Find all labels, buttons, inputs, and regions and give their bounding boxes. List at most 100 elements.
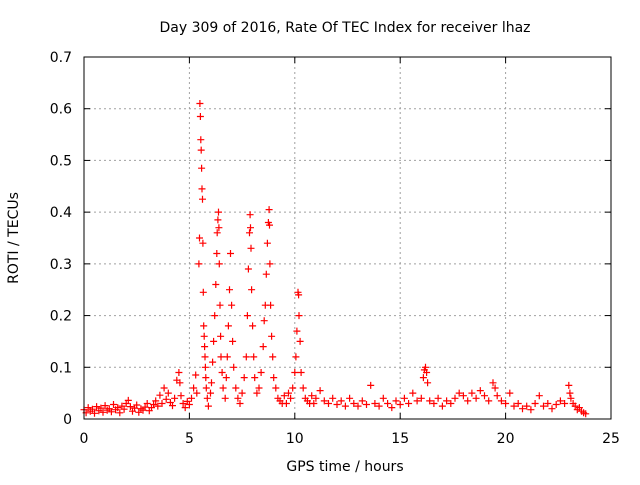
y-tick-label: 0.6	[50, 102, 72, 118]
data-point	[181, 404, 189, 412]
data-point	[248, 286, 256, 294]
data-point	[133, 401, 141, 409]
data-point	[455, 389, 463, 397]
data-point	[459, 392, 467, 400]
data-point	[396, 401, 404, 408]
data-point	[212, 281, 220, 288]
data-point	[215, 208, 222, 216]
data-point	[202, 374, 210, 382]
data-point	[282, 400, 290, 407]
data-point	[434, 394, 442, 402]
data-point	[199, 239, 207, 247]
data-point	[135, 408, 143, 416]
data-point	[236, 400, 244, 407]
data-point	[341, 402, 349, 410]
data-point	[234, 394, 242, 402]
data-point	[171, 394, 179, 402]
data-point	[188, 394, 195, 402]
data-point	[199, 288, 207, 296]
data-point	[218, 369, 226, 376]
data-point	[379, 394, 387, 402]
data-point	[481, 392, 488, 400]
data-point	[93, 403, 101, 411]
data-point	[266, 221, 273, 229]
data-point	[219, 384, 227, 392]
data-point	[535, 392, 543, 400]
data-point	[202, 384, 210, 392]
data-point	[158, 400, 166, 407]
data-point	[107, 408, 115, 416]
data-point	[253, 389, 261, 397]
data-point	[422, 363, 429, 371]
data-point	[150, 401, 158, 408]
data-point	[287, 394, 295, 402]
data-point	[238, 389, 246, 397]
data-point	[405, 400, 413, 407]
data-point	[409, 389, 417, 397]
data-point	[540, 402, 547, 410]
data-point	[204, 402, 212, 410]
x-tick-label: 10	[286, 431, 304, 447]
data-points	[80, 100, 590, 418]
data-point	[272, 384, 280, 392]
data-point	[417, 394, 425, 402]
data-point	[485, 397, 493, 405]
data-point	[312, 394, 320, 402]
data-point	[201, 343, 209, 351]
data-point	[229, 337, 237, 345]
data-point	[198, 185, 206, 193]
data-point	[232, 384, 240, 392]
data-point	[242, 353, 250, 361]
x-axis-label: GPS time / hours	[286, 459, 403, 475]
data-point	[164, 389, 172, 397]
data-point	[552, 401, 560, 408]
data-point	[295, 291, 303, 299]
data-point	[308, 392, 316, 400]
data-point	[208, 379, 215, 387]
data-point	[175, 369, 183, 376]
data-point	[222, 374, 230, 382]
data-point	[97, 404, 105, 412]
data-point	[384, 400, 392, 407]
data-point	[575, 404, 583, 412]
data-point	[259, 343, 267, 351]
data-point	[250, 353, 258, 361]
data-point	[143, 400, 151, 407]
data-point	[243, 312, 251, 320]
data-point	[203, 394, 211, 402]
data-point	[291, 369, 299, 376]
data-point	[126, 403, 134, 411]
data-point	[201, 353, 209, 361]
data-point	[221, 394, 229, 402]
y-tick-label: 0.2	[50, 309, 72, 325]
y-tick-label: 0	[63, 412, 72, 428]
data-point	[419, 374, 427, 382]
data-point	[565, 381, 573, 389]
data-point	[199, 195, 206, 203]
data-point	[295, 312, 303, 320]
data-point	[426, 397, 434, 405]
data-point	[228, 301, 236, 309]
data-point	[567, 394, 575, 402]
data-point	[192, 371, 200, 379]
data-point	[519, 405, 526, 413]
data-point	[215, 224, 223, 232]
data-point	[371, 400, 379, 407]
data-point	[251, 374, 259, 382]
data-point	[110, 401, 117, 408]
data-point	[213, 250, 221, 257]
data-point	[472, 394, 480, 402]
data-point	[255, 384, 263, 392]
data-point	[240, 374, 248, 382]
data-point	[296, 337, 304, 345]
data-point	[141, 403, 149, 411]
data-point	[346, 394, 354, 402]
data-point	[223, 353, 231, 361]
axis-ticks: 0 5 10 15 20 25 0 0.1 0.2 0.3 0.4 0.5 0.6 0.7	[50, 50, 620, 447]
data-point	[548, 405, 556, 413]
data-point	[226, 286, 233, 294]
x-tick-label: 0	[80, 431, 89, 447]
data-point	[400, 394, 408, 402]
data-point	[489, 379, 497, 387]
